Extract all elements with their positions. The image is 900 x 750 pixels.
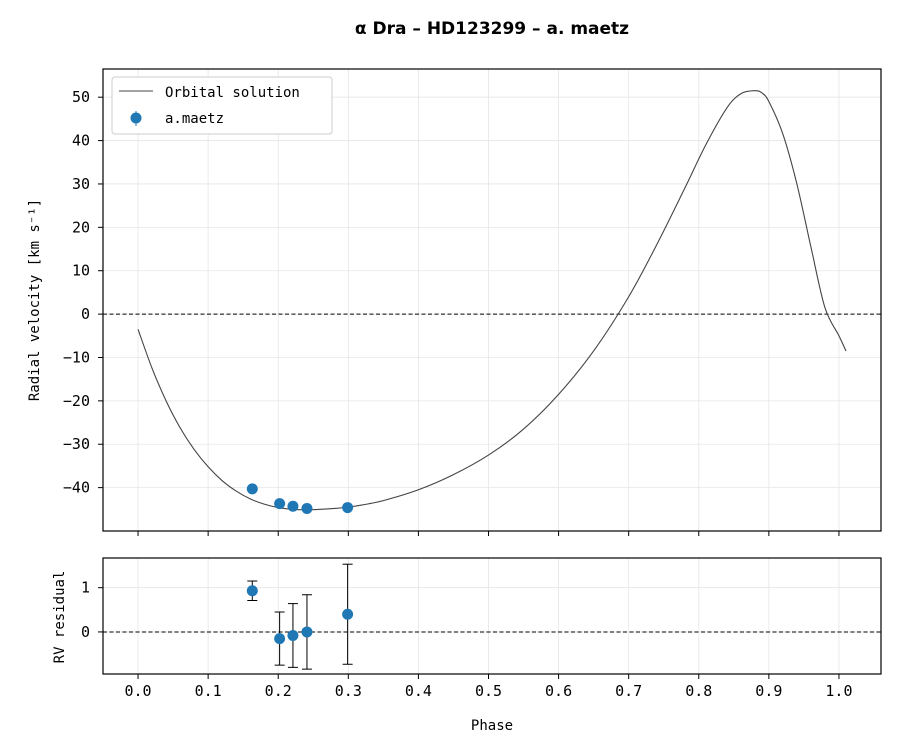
legend-box: [111, 76, 333, 135]
rv-data-point: [274, 498, 286, 510]
x-tick-label: 0.8: [685, 682, 712, 700]
rv-data-points: [246, 483, 354, 514]
y-tick-label: −10: [63, 348, 90, 366]
y-tick-label: 30: [72, 175, 90, 193]
y-tick-label: −40: [63, 479, 90, 497]
residual-y-axis-label: RV residual: [52, 571, 68, 664]
residual-data-point: [274, 633, 286, 645]
residual-panel: 01 0.0 0.1 0.2 0.3 0.4 0.5 0.6 0.7 0.8 0.9 1.0 RV …: [52, 557, 882, 734]
rv-y-axis-label: Radial velocity [km s⁻¹]: [27, 199, 43, 401]
rv-panel-frame: [102, 68, 882, 532]
rv-y-ticks: −40 −30 −20 −10 0 10 20 30 40 50: [63, 88, 103, 497]
residual-data-point: [301, 626, 313, 638]
rv-x-ticks: [137, 531, 840, 536]
x-tick-label: 1.0: [825, 682, 852, 700]
y-tick-label: −20: [63, 392, 90, 410]
legend-marker-swatch: [130, 112, 142, 124]
rv-data-point: [287, 500, 299, 512]
y-tick-label: 1: [81, 579, 90, 597]
rv-data-point: [246, 483, 258, 495]
rv-panel-grid: [103, 69, 881, 531]
y-tick-label: 0: [81, 623, 90, 641]
residual-data-points: [246, 563, 354, 670]
residual-data-point: [342, 608, 354, 620]
x-tick-label: 0.1: [195, 682, 222, 700]
y-tick-label: 40: [72, 132, 90, 150]
x-tick-label: 0.5: [475, 682, 502, 700]
rv-data-point: [301, 502, 313, 514]
x-tick-label: 0.0: [124, 682, 151, 700]
y-tick-label: 10: [72, 262, 90, 280]
orbital-solution-curve: [137, 90, 847, 511]
legend-label-orbital-solution: Orbital solution: [165, 85, 300, 101]
x-tick-label: 0.6: [545, 682, 572, 700]
residual-data-point: [246, 585, 258, 597]
rv-data-point: [342, 502, 354, 514]
legend: Orbital solution a.maetz: [111, 76, 333, 135]
y-tick-label: 0: [81, 305, 90, 323]
residual-data-point: [287, 629, 299, 641]
x-tick-label: 0.9: [755, 682, 782, 700]
y-tick-label: −30: [63, 435, 90, 453]
residual-panel-background: [103, 558, 881, 674]
legend-label-a-maetz: a.maetz: [165, 111, 224, 127]
rv-panel: −40 −30 −20 −10 0 10 20 30 40 50 Radial velocity …: [27, 68, 882, 536]
residual-x-ticks: 0.0 0.1 0.2 0.3 0.4 0.5 0.6 0.7 0.8 0.9 1.0: [124, 674, 852, 700]
x-tick-label: 0.4: [405, 682, 432, 700]
residual-y-ticks: 01: [81, 579, 103, 641]
x-tick-label: 0.3: [335, 682, 362, 700]
x-tick-label: 0.2: [265, 682, 292, 700]
x-axis-label: Phase: [471, 718, 513, 734]
residual-panel-frame: [102, 557, 882, 675]
rv-panel-background: [103, 69, 881, 531]
y-tick-label: 20: [72, 218, 90, 236]
chart-title: α Dra – HD123299 – a. maetz: [355, 19, 629, 39]
y-tick-label: 50: [72, 88, 90, 106]
x-tick-label: 0.7: [615, 682, 642, 700]
